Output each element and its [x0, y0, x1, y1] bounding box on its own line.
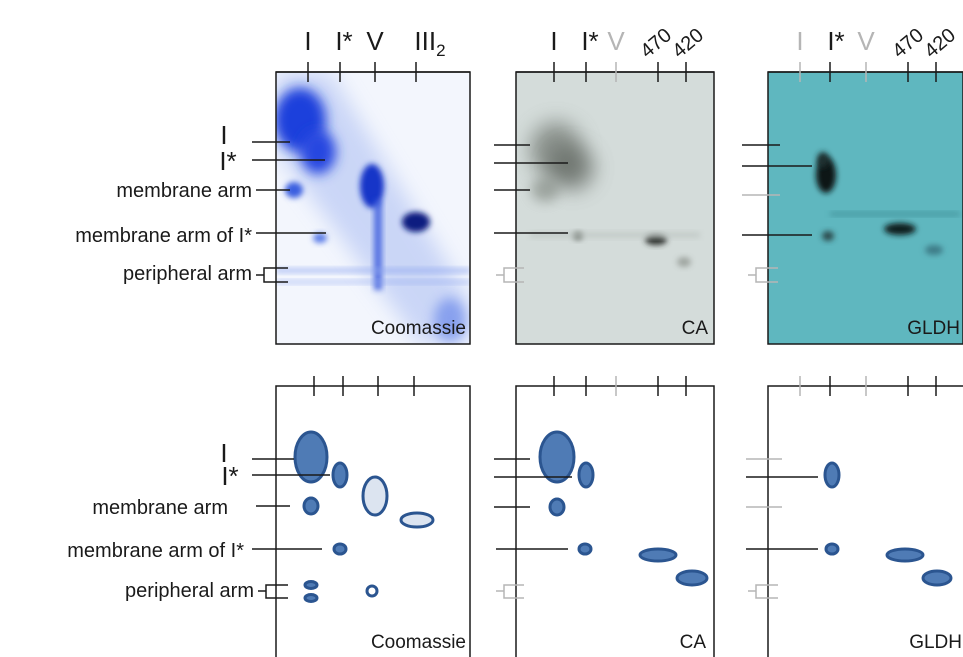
- coomassie-schematic-panel: Coomassie: [275, 376, 471, 657]
- spot-membrane-arm: [302, 496, 320, 516]
- top-row-markers-gldh: [742, 144, 812, 283]
- coomassie-column-labels: I I* V III2: [304, 26, 445, 60]
- row-label-peripheral-arm: peripheral arm: [123, 263, 252, 285]
- row-label-membrane-arm-of-Istar: membrane arm of I*: [67, 540, 244, 562]
- spot-470: [638, 547, 678, 563]
- col-label-V: V: [366, 26, 384, 56]
- top-row-markers-ca: [494, 144, 568, 283]
- spot-complex-I: [538, 430, 576, 484]
- spot-420: [675, 569, 709, 587]
- gldh-gel-panel: GLDH: [767, 62, 963, 345]
- spot-membrane-arm: [548, 497, 566, 517]
- col-label-III2: III2: [414, 26, 445, 60]
- spot-complex-Istar: [577, 461, 595, 489]
- col-label-Istar: I*: [335, 26, 352, 56]
- panel-label-gldh: GLDH: [907, 318, 960, 339]
- col-label-I: I: [304, 26, 311, 56]
- row-label-peripheral-arm: peripheral arm: [125, 580, 254, 602]
- col-label-V: V: [607, 26, 625, 56]
- spot-complex-Istar: [823, 461, 841, 489]
- col-label-I: I: [796, 26, 803, 56]
- col-label-I: I: [550, 26, 557, 56]
- row-label-Istar: I*: [219, 146, 236, 176]
- top-row-labels: I I* membrane arm membrane arm of I* per…: [75, 120, 252, 285]
- spot-membrane-arm-of-Istar: [332, 542, 348, 556]
- bottom-row-markers-ca: [494, 458, 572, 599]
- row-label-Istar: I*: [221, 461, 238, 491]
- col-label-420: 420: [920, 24, 960, 62]
- row-label-membrane-arm: membrane arm: [92, 497, 228, 519]
- col-label-Istar: I*: [827, 26, 844, 56]
- panel-label-gldh: GLDH: [909, 632, 962, 653]
- panel-label-ca: CA: [680, 632, 707, 653]
- bottom-row-labels: I I* membrane arm membrane arm of I* per…: [67, 438, 254, 602]
- top-row-markers-coomassie: [252, 141, 326, 283]
- spot-peripheral-arm-1: [303, 580, 319, 590]
- panel-label-coomassie: Coomassie: [371, 632, 466, 653]
- ca-schematic-panel: CA: [515, 376, 715, 657]
- panel-label-coomassie: Coomassie: [371, 318, 466, 339]
- col-label-V: V: [857, 26, 875, 56]
- coomassie-gel-panel: Coomassie: [275, 62, 471, 345]
- col-label-420: 420: [668, 24, 708, 62]
- spot-V-peripheral: [365, 584, 379, 598]
- spot-complex-Istar: [331, 461, 349, 489]
- row-label-membrane-arm-of-Istar: membrane arm of I*: [75, 225, 252, 247]
- ca-column-labels: I I* V 470 420: [550, 24, 708, 62]
- row-label-I: I: [220, 120, 227, 150]
- spot-complex-III2: [399, 511, 435, 529]
- spot-420: [921, 569, 953, 587]
- spot-membrane-arm-of-Istar: [577, 542, 593, 556]
- bottom-row-markers-gldh: [746, 458, 818, 599]
- panel-label-ca: CA: [682, 318, 709, 339]
- row-label-I: I: [220, 438, 227, 468]
- spot-complex-I: [293, 430, 329, 484]
- spot-470: [885, 547, 925, 563]
- ca-gel-panel: CA: [515, 62, 715, 345]
- gldh-schematic-panel: GLDH: [767, 376, 963, 657]
- bottom-row-markers-coomassie: [252, 458, 330, 599]
- col-label-Istar: I*: [581, 26, 598, 56]
- row-label-membrane-arm: membrane arm: [116, 180, 252, 202]
- spot-complex-V: [361, 475, 389, 517]
- spot-membrane-arm-of-Istar: [824, 542, 840, 556]
- spot-peripheral-arm-2: [303, 593, 319, 603]
- gldh-column-labels: I I* V 470 420: [796, 24, 960, 62]
